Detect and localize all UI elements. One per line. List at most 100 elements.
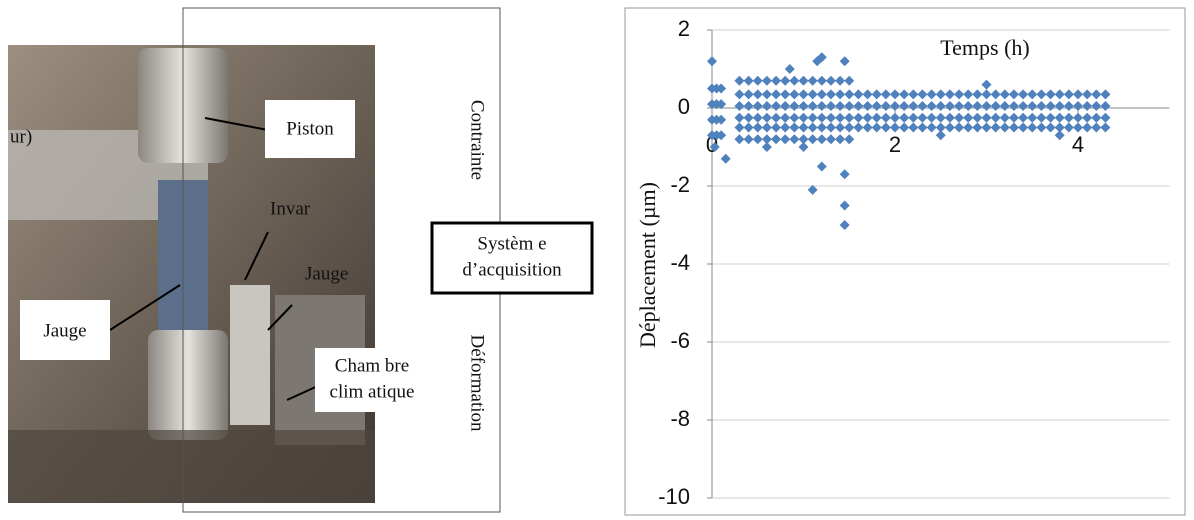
point	[917, 89, 928, 100]
point	[716, 130, 727, 141]
point	[963, 89, 974, 100]
point	[890, 112, 900, 123]
point	[1018, 89, 1029, 100]
point	[935, 101, 946, 112]
point	[1054, 101, 1065, 112]
point	[807, 134, 818, 145]
point	[752, 134, 763, 145]
chart-frame	[624, 7, 1186, 516]
point	[771, 89, 782, 100]
point	[1100, 112, 1111, 123]
point	[798, 89, 809, 100]
point	[825, 112, 836, 123]
point	[798, 134, 809, 145]
y-tick-label: 2	[678, 16, 690, 41]
point	[944, 122, 955, 133]
point	[1027, 89, 1038, 100]
point	[707, 56, 717, 67]
point	[752, 122, 763, 133]
point	[862, 101, 873, 112]
point	[844, 112, 855, 123]
point	[1100, 122, 1111, 133]
point	[862, 112, 873, 123]
point	[844, 122, 855, 133]
point	[908, 89, 919, 100]
point	[734, 122, 745, 133]
label-box	[265, 100, 355, 158]
point	[816, 122, 827, 133]
point	[926, 112, 937, 123]
point	[1091, 101, 1102, 112]
point	[926, 122, 937, 133]
point	[839, 200, 850, 211]
point	[972, 89, 983, 100]
point	[844, 101, 855, 112]
point	[1091, 89, 1102, 100]
point	[1091, 122, 1102, 133]
point	[743, 89, 754, 100]
point	[825, 134, 836, 145]
point	[780, 122, 791, 133]
point	[899, 89, 910, 100]
point	[1063, 89, 1074, 100]
point	[1008, 122, 1019, 133]
point	[999, 112, 1010, 123]
point	[743, 75, 754, 86]
fragment-label: ur)	[10, 126, 32, 147]
point	[734, 134, 745, 145]
point	[908, 112, 919, 123]
x-tick-label: 4	[1072, 132, 1084, 157]
point	[789, 122, 800, 133]
point	[816, 101, 827, 112]
point	[899, 101, 910, 112]
point	[981, 101, 992, 112]
acquisition-label: Systèm e	[477, 233, 546, 254]
point	[798, 75, 809, 86]
point	[871, 89, 882, 100]
point	[709, 142, 720, 152]
point	[835, 101, 846, 112]
point	[1100, 101, 1111, 112]
point	[716, 83, 727, 94]
point	[862, 89, 873, 100]
point	[1100, 89, 1111, 100]
point	[716, 99, 727, 110]
point	[798, 112, 809, 123]
label-box	[315, 348, 433, 412]
point	[761, 122, 772, 133]
point	[926, 89, 937, 100]
y-tick-label: -10	[658, 484, 690, 509]
point	[871, 122, 882, 133]
point	[981, 122, 992, 133]
point	[963, 122, 974, 133]
point	[917, 101, 928, 112]
point	[825, 101, 836, 112]
point	[807, 112, 818, 123]
point	[972, 112, 983, 123]
point	[871, 101, 882, 112]
point	[720, 153, 731, 164]
point	[963, 101, 974, 112]
acquisition-box	[430, 221, 594, 295]
point	[917, 112, 928, 123]
point	[1045, 89, 1056, 100]
point	[743, 112, 754, 123]
point	[835, 134, 846, 145]
point	[944, 101, 955, 112]
point	[972, 122, 983, 133]
point	[1045, 112, 1056, 123]
point	[780, 112, 791, 123]
point	[853, 101, 864, 112]
point	[1018, 112, 1029, 123]
point	[807, 122, 818, 133]
point	[1027, 101, 1038, 112]
point	[1063, 122, 1074, 133]
point	[954, 122, 965, 133]
point	[954, 89, 965, 100]
point	[761, 89, 772, 100]
point	[780, 101, 791, 112]
point	[899, 122, 910, 133]
point	[1008, 89, 1019, 100]
point	[835, 75, 846, 86]
point	[1036, 101, 1047, 112]
